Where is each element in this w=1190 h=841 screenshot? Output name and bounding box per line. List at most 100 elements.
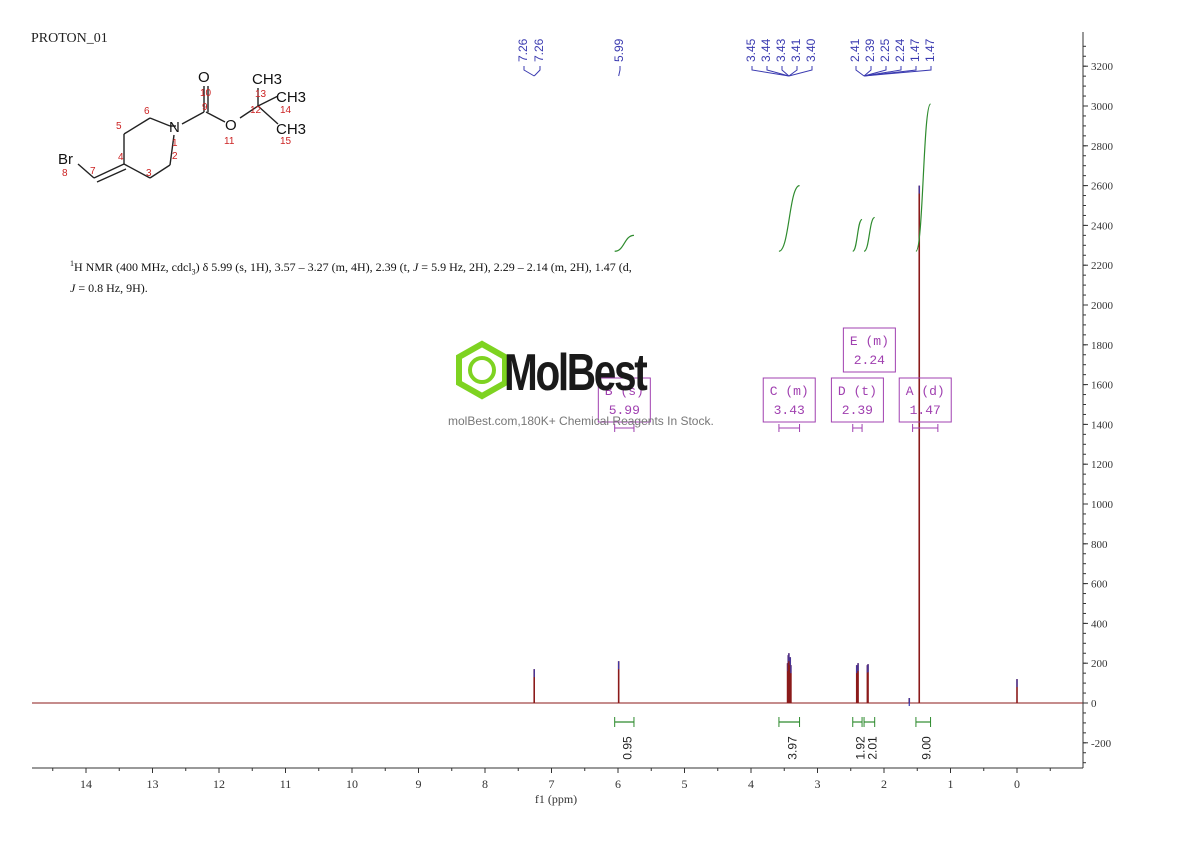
x-tick-label: 8 bbox=[482, 777, 488, 791]
integral-curve bbox=[614, 234, 635, 252]
y-tick-label: 0 bbox=[1091, 698, 1097, 710]
atom-number: 12 bbox=[250, 105, 262, 116]
atom-number: 5 bbox=[116, 121, 122, 132]
peak-shift-label: 2.25 bbox=[878, 38, 892, 62]
multiplet-box bbox=[898, 377, 952, 423]
peak-shift-label: 7.26 bbox=[516, 38, 530, 62]
peak-label-leader bbox=[788, 66, 813, 77]
molbest-watermark bbox=[456, 340, 508, 400]
peak-shift-label: 2.24 bbox=[893, 38, 907, 62]
peak-shift-label: 3.41 bbox=[789, 38, 803, 62]
y-tick-label: 3200 bbox=[1091, 61, 1114, 73]
atom-number: 15 bbox=[280, 136, 292, 147]
nmr-summary-text: 1H NMR (400 MHz, cdcl3) δ 5.99 (s, 1H), … bbox=[70, 259, 632, 296]
integral-value: 0.95 bbox=[620, 736, 634, 760]
multiplet-label: D (t) bbox=[838, 384, 877, 399]
x-tick-label: 14 bbox=[80, 777, 92, 791]
watermark-brand: MolBest bbox=[504, 344, 648, 402]
atom-label: CH3 bbox=[276, 121, 306, 138]
integral-curve bbox=[863, 216, 876, 252]
atom-number: 9 bbox=[202, 102, 208, 113]
y-tick-label: 400 bbox=[1091, 618, 1108, 630]
x-tick-label: 2 bbox=[881, 777, 887, 791]
multiplet-box bbox=[762, 377, 816, 423]
atom-label: CH3 bbox=[276, 89, 306, 106]
y-tick-label: 1400 bbox=[1091, 419, 1114, 431]
y-tick-label: 3000 bbox=[1091, 101, 1114, 113]
x-tick-label: 7 bbox=[549, 777, 555, 791]
atom-label: CH3 bbox=[252, 71, 282, 88]
atom-label: Br bbox=[58, 151, 73, 168]
peak-shift-label: 1.47 bbox=[923, 38, 937, 62]
y-tick-label: 1800 bbox=[1091, 340, 1114, 352]
y-tick-label: 200 bbox=[1091, 658, 1108, 670]
atom-number: 1 bbox=[172, 138, 178, 149]
integral-curve bbox=[852, 218, 863, 252]
multiplet-shift: 3.43 bbox=[774, 403, 805, 418]
peak-label-leader bbox=[863, 66, 902, 77]
y-tick-label: 2600 bbox=[1091, 181, 1114, 193]
x-tick-label: 6 bbox=[615, 777, 621, 791]
multiplet-shift: 2.24 bbox=[854, 353, 885, 368]
multiplet-label: C (m) bbox=[770, 384, 809, 399]
peak-label-leader bbox=[533, 66, 541, 77]
integral-value: 1.92 bbox=[854, 736, 868, 760]
atom-label: O bbox=[198, 69, 210, 86]
watermark-tagline: molBest.com,180K+ Chemical Reagents In S… bbox=[448, 414, 714, 428]
peak-shift-label: 3.43 bbox=[774, 38, 788, 62]
atom-number: 10 bbox=[200, 88, 212, 99]
peak-label-leader bbox=[523, 66, 535, 77]
spectrum-title: PROTON_01 bbox=[31, 31, 108, 46]
x-axis-label: f1 (ppm) bbox=[535, 792, 577, 806]
multiplet-label: B (s) bbox=[605, 384, 644, 399]
peak-shift-label: 2.41 bbox=[848, 38, 862, 62]
atom-number: 3 bbox=[146, 168, 152, 179]
x-tick-label: 9 bbox=[416, 777, 422, 791]
x-tick-label: 11 bbox=[280, 777, 292, 791]
multiplet-label: A (d) bbox=[906, 384, 945, 399]
peak-label-leader bbox=[618, 66, 621, 77]
peak-shift-label: 2.39 bbox=[863, 38, 877, 62]
atom-label: O bbox=[225, 117, 237, 134]
x-tick-label: 1 bbox=[948, 777, 954, 791]
peak-label-leader bbox=[788, 66, 798, 77]
multiplet-box bbox=[597, 377, 651, 423]
atom-number: 2 bbox=[172, 151, 178, 162]
integral-value: 3.97 bbox=[785, 736, 799, 760]
integral-curve bbox=[778, 185, 800, 252]
y-tick-label: 600 bbox=[1091, 579, 1108, 591]
peak-label-leader bbox=[766, 66, 790, 77]
y-tick-label: 2800 bbox=[1091, 141, 1114, 153]
atom-number: 7 bbox=[90, 166, 96, 177]
multiplet-shift: 1.47 bbox=[910, 403, 941, 418]
multiplet-box bbox=[830, 377, 884, 423]
y-tick-label: -200 bbox=[1091, 738, 1112, 750]
integral-curve bbox=[915, 103, 932, 252]
boc-piperidine-structure: O CH3 CH3 CH3 N O Br 10 9 13 1 4 12 15 11… bbox=[58, 69, 306, 183]
peak-label-leader bbox=[781, 66, 790, 77]
x-tick-label: 12 bbox=[213, 777, 225, 791]
peak-label-leader bbox=[863, 66, 872, 77]
multiplet-shift: 5.99 bbox=[609, 403, 640, 418]
multiplet-shift: 2.39 bbox=[842, 403, 873, 418]
y-tick-label: 2400 bbox=[1091, 220, 1114, 232]
atom-number: 6 bbox=[144, 106, 150, 117]
x-tick-label: 0 bbox=[1014, 777, 1020, 791]
integral-value: 2.01 bbox=[866, 736, 880, 760]
y-tick-label: 1200 bbox=[1091, 459, 1114, 471]
atom-number: 4 bbox=[118, 152, 124, 163]
x-tick-label: 10 bbox=[346, 777, 358, 791]
atom-number: 11 bbox=[224, 136, 235, 147]
atom-number: 13 bbox=[255, 89, 267, 100]
x-tick-label: 3 bbox=[815, 777, 821, 791]
peak-label-leader bbox=[864, 66, 932, 77]
x-tick-label: 4 bbox=[748, 777, 754, 791]
atom-label: N bbox=[169, 119, 180, 136]
atom-number: 8 bbox=[62, 168, 68, 179]
peak-shift-label: 1.47 bbox=[908, 38, 922, 62]
integral-value: 9.00 bbox=[919, 736, 933, 760]
peak-shift-label: 7.26 bbox=[532, 38, 546, 62]
peak-shift-label: 3.45 bbox=[744, 38, 758, 62]
y-tick-label: 2000 bbox=[1091, 300, 1114, 312]
